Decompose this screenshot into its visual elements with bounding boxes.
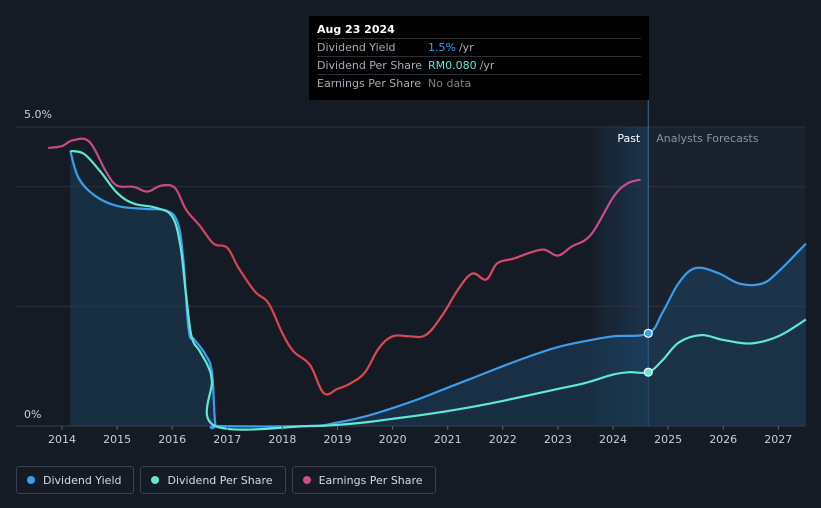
dividend-yield-marker xyxy=(643,328,653,338)
dividend-yield-line xyxy=(69,150,807,430)
x-tick-label: 2025 xyxy=(654,433,682,446)
legend-dot-icon xyxy=(302,476,311,484)
dividend-per-share-line xyxy=(70,149,807,431)
tooltip-row-dividend-per-share: Dividend Per Share RM0.080/yr xyxy=(317,56,641,74)
x-tick-label: 2022 xyxy=(489,433,517,446)
legend: Dividend Yield Dividend Per Share Earnin… xyxy=(16,466,436,494)
dividend-per-share-area xyxy=(70,150,806,430)
x-tick-label: 2019 xyxy=(324,433,352,446)
tooltip-label: Dividend Yield xyxy=(317,41,396,54)
x-tick-label: 2024 xyxy=(599,433,627,446)
x-tick-label: 2026 xyxy=(709,433,737,446)
legend-dot-icon xyxy=(151,476,160,484)
x-tick-label: 2023 xyxy=(544,433,572,446)
x-tick-label: 2015 xyxy=(103,433,131,446)
past-label: Past xyxy=(617,132,641,145)
x-axis: 2014 2015 2016 2017 2018 2019 2020 2021 2022 2023… xyxy=(48,426,792,446)
past-region-band xyxy=(592,127,649,426)
legend-label: Earnings Per Share xyxy=(318,473,423,487)
tooltip-unit: /yr xyxy=(479,59,495,72)
tooltip-label: Dividend Per Share xyxy=(317,59,423,72)
x-tick-label: 2020 xyxy=(379,433,407,446)
tooltip-row-earnings-per-share: Earnings Per Share No data xyxy=(317,74,641,92)
legend-label: Dividend Per Share xyxy=(167,473,273,487)
tooltip-unit: /yr xyxy=(458,41,474,54)
legend-dot-icon xyxy=(27,476,35,484)
legend-item-earnings-per-share[interactable]: Earnings Per Share xyxy=(291,466,436,494)
series-areas xyxy=(70,150,806,430)
y-tick-label: 0% xyxy=(24,408,41,421)
forecast-label: Analysts Forecasts xyxy=(656,132,759,145)
x-tick-label: 2016 xyxy=(158,433,186,446)
tooltip-row-dividend-yield: Dividend Yield 1.5%/yr xyxy=(317,38,641,56)
earnings-per-share-line xyxy=(48,137,641,396)
x-tick-label: 2027 xyxy=(764,433,792,446)
tooltip-value: RM0.080 xyxy=(428,59,477,72)
dividend-yield-area xyxy=(70,150,806,429)
x-tick-label: 2017 xyxy=(213,433,241,446)
tooltip-date: Aug 23 2024 xyxy=(317,23,395,36)
series-lines xyxy=(48,137,807,431)
tooltip-value: No data xyxy=(428,77,472,90)
x-tick-label: 2021 xyxy=(434,433,462,446)
legend-item-dividend-yield[interactable]: Dividend Yield xyxy=(16,466,135,494)
current-markers xyxy=(643,328,653,377)
gridlines xyxy=(16,100,805,427)
y-tick-label: 5.0% xyxy=(24,108,52,121)
hover-tooltip: Aug 23 2024 Dividend Yield 1.5%/yr Divid… xyxy=(309,16,649,100)
x-tick-label: 2014 xyxy=(48,433,76,446)
legend-item-dividend-per-share[interactable]: Dividend Per Share xyxy=(140,466,286,494)
legend-label: Dividend Yield xyxy=(43,473,122,487)
tooltip-value: 1.5% xyxy=(428,41,456,54)
dividend-per-share-marker xyxy=(643,367,653,377)
y-axis: 5.0% 0% xyxy=(24,108,52,421)
x-tick-label: 2018 xyxy=(268,433,296,446)
tooltip-label: Earnings Per Share xyxy=(317,77,422,90)
